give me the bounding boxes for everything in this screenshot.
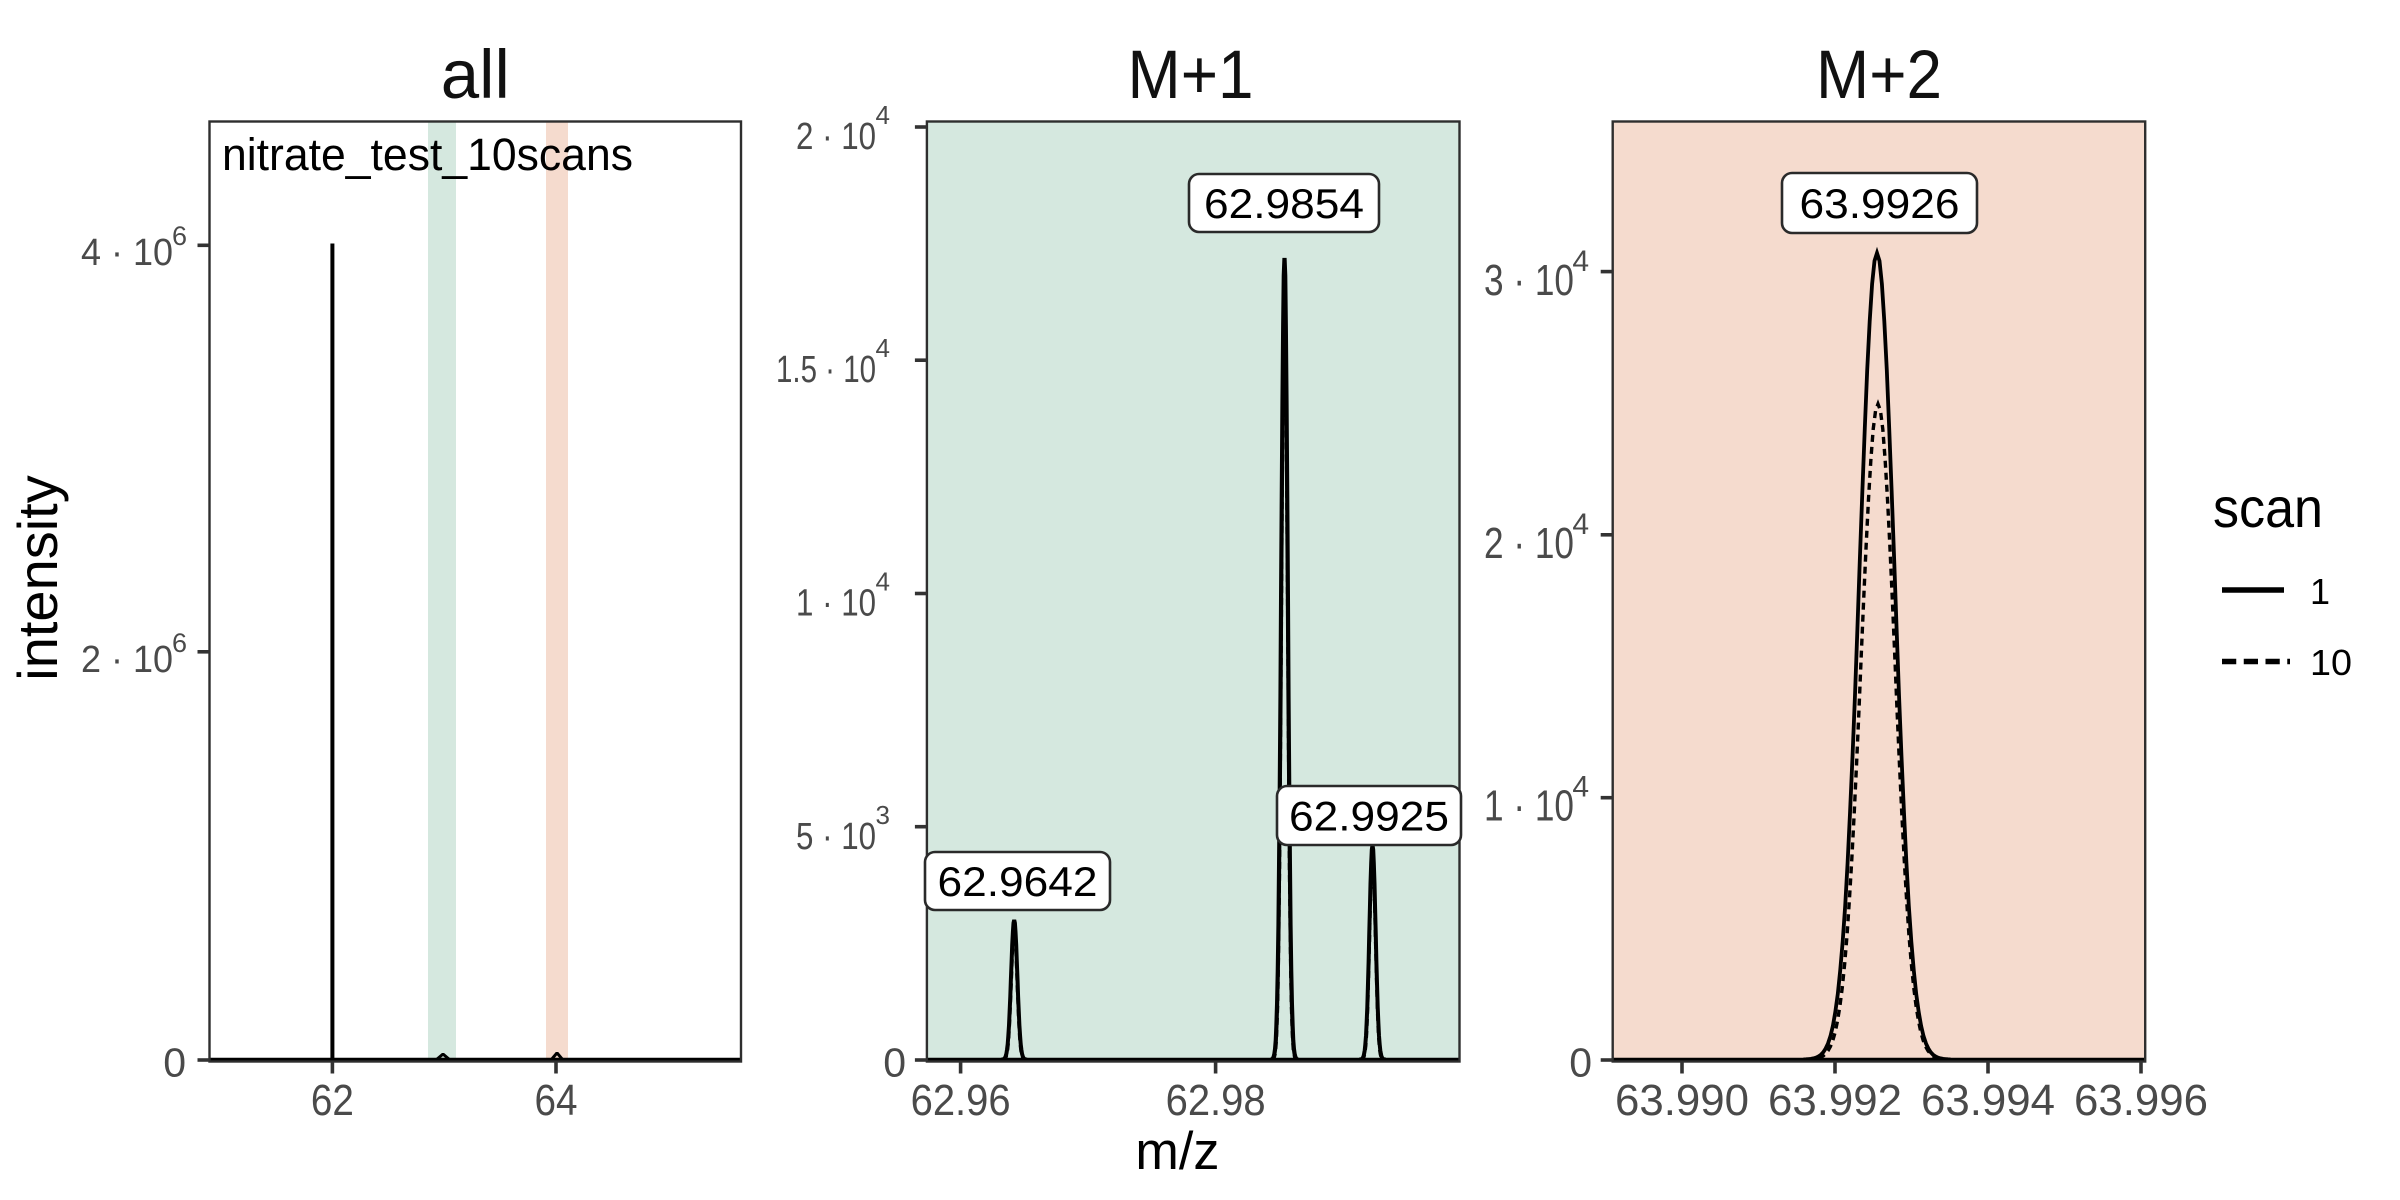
svg-text:63.9926: 63.9926 <box>1800 180 1960 227</box>
svg-text:4: 4 <box>1572 771 1589 804</box>
svg-text:64: 64 <box>535 1076 578 1125</box>
svg-text:0: 0 <box>163 1039 186 1085</box>
svg-text:2 · 10: 2 · 10 <box>796 116 876 158</box>
svg-text:scan: scan <box>2213 476 2323 539</box>
svg-text:62.9642: 62.9642 <box>938 858 1098 905</box>
svg-text:all: all <box>441 36 510 113</box>
svg-text:5 · 10: 5 · 10 <box>796 816 876 858</box>
svg-text:1 · 10: 1 · 10 <box>796 583 876 625</box>
svg-text:63.996: 63.996 <box>2074 1076 2208 1125</box>
svg-text:0: 0 <box>1569 1039 1592 1085</box>
svg-text:63.994: 63.994 <box>1921 1076 2055 1125</box>
svg-text:4: 4 <box>876 100 890 130</box>
svg-text:2 · 10: 2 · 10 <box>81 639 173 681</box>
svg-text:M+2: M+2 <box>1816 36 1942 113</box>
svg-text:4 · 10: 4 · 10 <box>81 232 173 274</box>
svg-text:nitrate_test_10scans: nitrate_test_10scans <box>222 129 633 180</box>
svg-text:1 · 10: 1 · 10 <box>1484 782 1574 831</box>
svg-text:63.990: 63.990 <box>1615 1076 1749 1125</box>
svg-text:3: 3 <box>876 800 890 830</box>
svg-text:63.992: 63.992 <box>1768 1076 1902 1125</box>
svg-text:intensity: intensity <box>6 475 69 680</box>
svg-text:1: 1 <box>2310 571 2330 612</box>
svg-text:10: 10 <box>2310 642 2352 683</box>
svg-text:4: 4 <box>1572 508 1589 541</box>
svg-text:m/z: m/z <box>1135 1122 1219 1181</box>
svg-text:0: 0 <box>883 1039 906 1085</box>
svg-text:62.9854: 62.9854 <box>1204 180 1364 227</box>
svg-text:62.98: 62.98 <box>1166 1076 1266 1125</box>
svg-text:4: 4 <box>876 567 890 597</box>
svg-text:6: 6 <box>172 221 187 251</box>
svg-text:2 · 10: 2 · 10 <box>1484 519 1574 568</box>
svg-text:4: 4 <box>876 333 890 363</box>
svg-text:M+1: M+1 <box>1128 36 1254 113</box>
svg-text:6: 6 <box>172 628 187 658</box>
svg-text:62: 62 <box>311 1076 354 1125</box>
svg-text:1.5 · 10: 1.5 · 10 <box>776 349 876 391</box>
svg-text:3 · 10: 3 · 10 <box>1484 256 1574 305</box>
svg-text:62.9925: 62.9925 <box>1289 793 1449 840</box>
svg-text:4: 4 <box>1572 245 1589 278</box>
svg-text:62.96: 62.96 <box>911 1076 1011 1125</box>
